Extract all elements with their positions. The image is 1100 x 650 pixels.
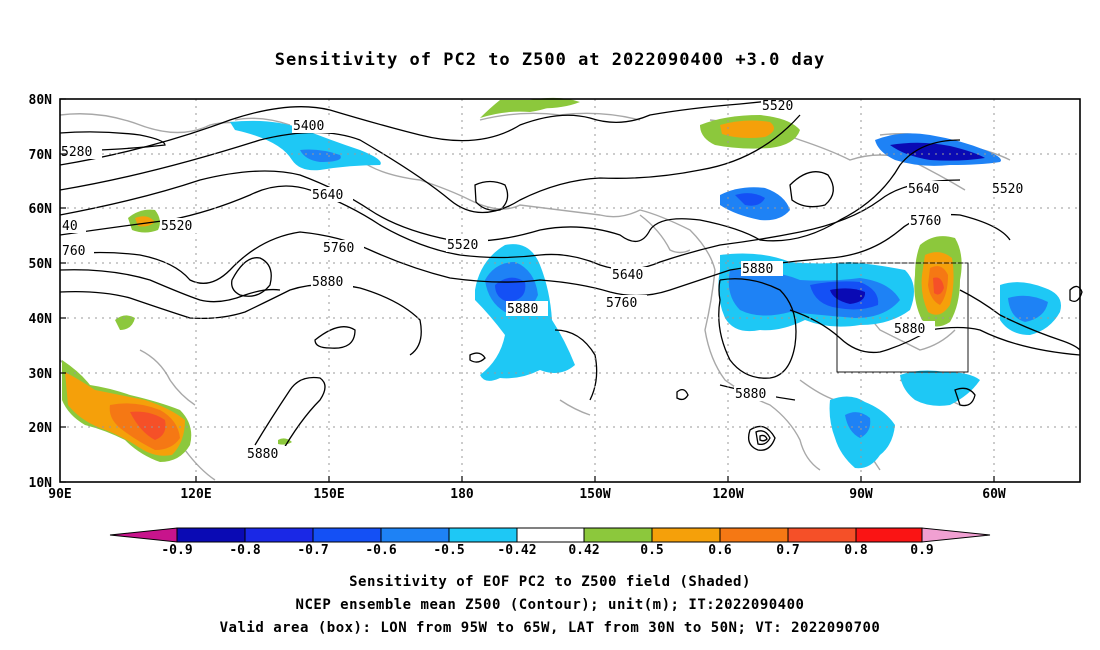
neg-region-north-america-inner xyxy=(830,288,866,304)
pos-region-small-1 xyxy=(115,315,135,330)
contour-label: 5760 xyxy=(605,295,647,311)
pos-region-greenland-sea-core xyxy=(720,120,774,138)
contour-label: 5280 xyxy=(60,144,102,160)
svg-text:760: 760 xyxy=(62,244,85,259)
colorbar-over-arrow xyxy=(921,527,991,543)
y-tick-label: 20N xyxy=(29,421,53,436)
svg-text:5880: 5880 xyxy=(735,387,766,402)
colorbar-label: 0.9 xyxy=(910,543,934,558)
neg-region-gulf-core xyxy=(845,412,871,438)
y-tick-label: 30N xyxy=(29,367,53,382)
y-tick-label: 70N xyxy=(29,148,53,163)
colorbar-label: 0.42 xyxy=(568,543,600,558)
contour-label: 5640 xyxy=(611,267,653,283)
y-tick-label: 50N xyxy=(29,257,53,272)
neg-region-north-pacific xyxy=(230,120,381,171)
contour-label: 5880 xyxy=(311,274,353,290)
x-tick-label: 150E xyxy=(313,487,344,502)
x-tick-label: 120E xyxy=(180,487,211,502)
svg-text:5520: 5520 xyxy=(762,99,793,114)
svg-text:40: 40 xyxy=(62,219,78,234)
svg-text:5880: 5880 xyxy=(312,275,343,290)
y-tick-label: 80N xyxy=(29,93,53,108)
svg-text:5640: 5640 xyxy=(908,182,939,197)
contour-label: 5760 xyxy=(909,213,951,229)
neg-region-hudson-core xyxy=(735,193,765,206)
map-frame xyxy=(59,98,1081,483)
contour-label: 5880 xyxy=(246,446,288,462)
svg-text:5400: 5400 xyxy=(293,119,324,134)
pos-region-south-china-inner xyxy=(130,411,166,440)
colorbar xyxy=(109,527,991,543)
svg-text:5880: 5880 xyxy=(247,447,278,462)
colorbar-label: 0.8 xyxy=(844,543,868,558)
caption-line-3: Valid area (box): LON from 95W to 65W, L… xyxy=(219,620,881,636)
contour-label: 5520 xyxy=(160,218,202,234)
contour-label: 5880 xyxy=(893,321,935,337)
contour-label: 5400 xyxy=(292,118,334,134)
y-tick-label: 10N xyxy=(29,476,53,491)
x-tick-label: 90E xyxy=(48,487,71,502)
x-axis-labels: 90E 120E 150E 180 150W 120W 90W 60W xyxy=(48,487,1006,502)
caption-line-2: NCEP ensemble mean Z500 (Contour); unit(… xyxy=(295,597,805,613)
svg-text:5520: 5520 xyxy=(161,219,192,234)
svg-text:5880: 5880 xyxy=(507,302,538,317)
colorbar-under-arrow xyxy=(109,527,178,543)
map-title: Sensitivity of PC2 to Z500 at 2022090400… xyxy=(274,50,826,70)
svg-text:5760: 5760 xyxy=(910,214,941,229)
pos-region-arctic-2 xyxy=(530,97,580,109)
colorbar-label: 0.6 xyxy=(708,543,732,558)
contour-label: 5880 xyxy=(734,386,776,402)
colorbar-label: -0.9 xyxy=(161,543,193,558)
neg-region-north-pacific-core xyxy=(300,149,341,162)
x-tick-label: 60W xyxy=(982,487,1006,502)
svg-text:5880: 5880 xyxy=(894,322,925,337)
contour-label: 5760 xyxy=(322,240,364,256)
svg-text:5760: 5760 xyxy=(606,296,637,311)
svg-text:5520: 5520 xyxy=(447,238,478,253)
x-tick-label: 150W xyxy=(579,487,610,502)
axis-ticks xyxy=(60,98,995,483)
contour-label: 5520 xyxy=(761,98,803,114)
svg-text:5280: 5280 xyxy=(61,145,92,160)
colorbar-label: -0.42 xyxy=(497,543,537,558)
shading-positive xyxy=(62,97,962,462)
colorbar-label: -0.8 xyxy=(229,543,261,558)
y-tick-label: 60N xyxy=(29,202,53,217)
y-axis-labels: 80N 70N 60N 50N 40N 30N 20N 10N xyxy=(29,93,53,491)
z500-contours xyxy=(59,99,1083,456)
contour-label: 40 xyxy=(60,218,86,234)
colorbar-label: 0.5 xyxy=(640,543,664,558)
contour-label: 5520 xyxy=(446,237,488,253)
contour-label: 760 xyxy=(60,243,94,259)
svg-text:5880: 5880 xyxy=(742,262,773,277)
pos-region-east-coast-inner xyxy=(933,277,944,295)
svg-text:5640: 5640 xyxy=(612,268,643,283)
neg-region-caribbean xyxy=(900,370,980,406)
x-tick-label: 180 xyxy=(450,487,474,502)
x-tick-label: 120W xyxy=(712,487,743,502)
x-tick-label: 90W xyxy=(849,487,873,502)
contour-label: 5880 xyxy=(741,261,783,277)
contour-label-group: 5280 5400 5520 5520 5520 5520 5640 5640 … xyxy=(60,98,1033,462)
colorbar-label: 0.7 xyxy=(776,543,800,558)
neg-region-central-pacific-inner xyxy=(495,277,526,302)
y-tick-label: 40N xyxy=(29,312,53,327)
contour-label: 5640 xyxy=(311,187,353,203)
colorbar-label: -0.7 xyxy=(297,543,329,558)
colorbar-label: -0.6 xyxy=(365,543,397,558)
gridlines xyxy=(60,99,1080,482)
svg-text:5520: 5520 xyxy=(992,182,1023,197)
svg-text:5760: 5760 xyxy=(323,241,354,256)
contour-label: 5640 xyxy=(907,181,949,197)
neg-region-greenland-core xyxy=(890,142,985,161)
neg-region-atlantic-core xyxy=(1008,295,1048,322)
contour-label: 5520 xyxy=(991,181,1033,197)
caption-line-1: Sensitivity of EOF PC2 to Z500 field (Sh… xyxy=(349,574,751,590)
svg-text:5640: 5640 xyxy=(312,188,343,203)
contour-label: 5880 xyxy=(506,301,548,317)
colorbar-label: -0.5 xyxy=(433,543,465,558)
